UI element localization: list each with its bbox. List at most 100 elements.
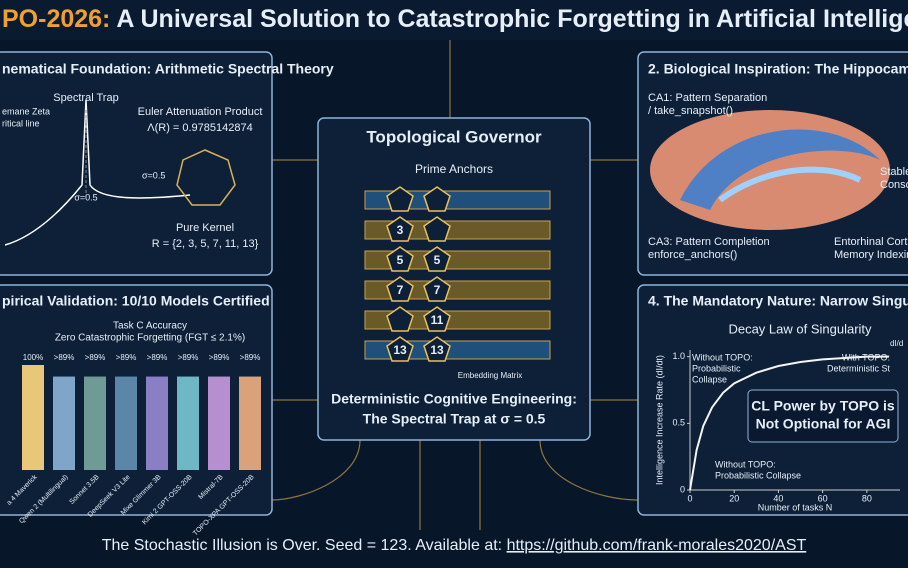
label: Embedding Matrix (458, 371, 522, 380)
y-tick-label: 0 (680, 484, 685, 494)
chart-title: Task C Accuracy (113, 321, 187, 332)
anchor-number: 13 (393, 343, 407, 357)
bar (22, 365, 44, 470)
value-label: >89% (85, 353, 106, 362)
anchor-shape (423, 216, 451, 242)
panel-heading: 4. The Mandatory Nature: Narrow Singu (648, 293, 908, 309)
x-tick-label: 60 (818, 493, 828, 503)
footer-link[interactable]: https://github.com/frank-morales2020/AST (507, 537, 807, 554)
title-bar (0, 0, 908, 40)
bar (53, 376, 75, 470)
label: Spectral Trap (53, 92, 118, 104)
annotation: CA3: Pattern Completion (648, 236, 770, 248)
anchor-shape (423, 186, 451, 212)
label: ritical line (2, 118, 40, 128)
kernel-polygon (176, 149, 236, 206)
label: dI/d (890, 339, 903, 348)
label: Pure Kernel (176, 222, 234, 234)
x-tick-label: 40 (773, 493, 783, 503)
bar (208, 376, 230, 470)
x-tick-label: 80 (862, 493, 872, 503)
annotation: Conso (880, 179, 908, 191)
title-main: A Universal Solution to Catastrophic For… (116, 5, 908, 33)
annotation: Stable (880, 166, 908, 178)
value-label: >89% (147, 353, 168, 362)
x-tick-label: 20 (729, 493, 739, 503)
y-axis-label: Intelligence Increase Rate (dI/dt) (654, 355, 664, 485)
bar (115, 376, 137, 470)
label: Prime Anchors (415, 162, 493, 176)
panel-foundation (0, 51, 273, 276)
label: σ=0.5 (74, 192, 97, 202)
anchor-shape (386, 276, 414, 302)
value-label: >89% (240, 353, 261, 362)
label: The Spectral Trap at σ = 0.5 (363, 411, 546, 427)
annotation: Probabilistic Collapse (715, 470, 801, 480)
anchor-number: 3 (397, 223, 404, 237)
annotation: Entorhinal Cort (834, 236, 907, 248)
anchor-shape (386, 246, 414, 272)
label: σ=0.5 (142, 170, 165, 180)
anchor-shape (423, 276, 451, 302)
chart-title: Decay Law of Singularity (728, 321, 872, 336)
anchor-number: 5 (434, 253, 441, 267)
value-label: 100% (23, 353, 43, 362)
hippocampus (680, 129, 880, 210)
bar (84, 376, 106, 470)
y-tick-label: 0.5 (672, 418, 685, 428)
label: Deterministic Cognitive Engineering: (331, 391, 577, 407)
annotation: CA1: Pattern Separation (648, 92, 767, 104)
panel-title: Topological Governor (366, 127, 542, 146)
anchor-shape (386, 336, 414, 362)
x-axis-label: Number of tasks N (758, 502, 833, 512)
value-label: >89% (116, 353, 137, 362)
annotation: Deterministic St (827, 363, 891, 373)
y-tick-label: 1.0 (672, 351, 685, 361)
bar (177, 376, 199, 470)
callout: CL Power by TOPO is (751, 398, 895, 414)
x-tick-label: 0 (687, 493, 692, 503)
footer-text: The Stochastic Illusion is Over. Seed = … (102, 537, 502, 554)
bar (146, 376, 168, 470)
panel-heading: nematical Foundation: Arithmetic Spectra… (2, 61, 334, 77)
anchor-number: 7 (434, 283, 441, 297)
value-label: >89% (209, 353, 230, 362)
anchor-number: 11 (431, 313, 444, 327)
decay-curve (689, 355, 889, 491)
ca-region (718, 166, 862, 203)
annotation: Without TOPO: (715, 459, 776, 469)
anchor-number: 13 (430, 343, 444, 357)
annotation: / take_snapshot() (648, 105, 733, 117)
annotation: Probabilistic (692, 363, 741, 373)
annotation: Without TOPO: (692, 352, 753, 362)
annotation: Memory Indexin (834, 249, 908, 261)
panel-heading: pirical Validation: 10/10 Models Certifi… (2, 293, 270, 309)
title: PO-2026: A Universal Solution to Catastr… (2, 5, 908, 33)
panel-heading: 2. Biological Inspiration: The Hippocamp… (648, 61, 908, 77)
anchor-shape (386, 216, 414, 242)
label: R = {2, 3, 5, 7, 11, 13} (152, 238, 259, 250)
value-label: >89% (178, 353, 199, 362)
label: Λ(R) = 0.9785142874 (147, 122, 253, 134)
title-prefix: PO-2026: (2, 5, 110, 33)
annotation: With TOPO: (842, 352, 890, 362)
label: Euler Attenuation Product (138, 106, 263, 118)
chart-subtitle: Zero Catastrophic Forgetting (FGT ≤ 2.1%… (55, 333, 245, 344)
anchor-shape (423, 246, 451, 272)
label: emane Zeta (2, 106, 50, 116)
value-label: >89% (54, 353, 75, 362)
callout: Not Optional for AGI (756, 416, 891, 432)
annotation: Collapse (692, 374, 727, 384)
anchor-number: 5 (397, 253, 404, 267)
anchor-shape (386, 186, 414, 212)
anchor-number: 7 (397, 283, 404, 297)
anchor-shape (423, 336, 451, 362)
anchor-shape (423, 306, 451, 332)
bar (239, 376, 261, 470)
annotation: enforce_anchors() (648, 249, 737, 261)
spectral-curve (4, 99, 191, 246)
brain (650, 110, 890, 230)
anchor-shape (386, 306, 414, 332)
footer: The Stochastic Illusion is Over. Seed = … (102, 537, 807, 554)
